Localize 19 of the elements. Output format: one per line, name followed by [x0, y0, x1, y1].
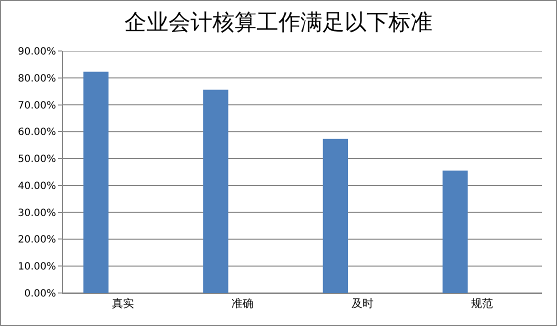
- y-tick-label: 60.00%: [18, 127, 56, 138]
- y-tick-label: 0.00%: [24, 288, 56, 300]
- y-tick-label: 20.00%: [18, 234, 56, 246]
- x-tick-label: 规范: [471, 297, 494, 310]
- y-tick-label: 40.00%: [18, 180, 56, 192]
- x-tick-label: 及时: [351, 297, 374, 310]
- x-tick-label: 准确: [232, 297, 254, 310]
- bar: [203, 90, 228, 293]
- y-tick-label: 70.00%: [18, 100, 56, 112]
- bar: [83, 72, 109, 293]
- y-tick-label: 30.00%: [18, 208, 56, 219]
- y-tick-label: 90.00%: [18, 46, 56, 58]
- x-tick-label: 真实: [112, 297, 134, 310]
- y-tick-label: 80.00%: [18, 73, 56, 84]
- y-tick-label: 50.00%: [18, 154, 56, 166]
- bar: [442, 170, 468, 293]
- y-tick-label: 10.00%: [18, 262, 56, 273]
- bar: [322, 138, 348, 293]
- chart-title: 企业会计核算工作满足以下标准: [124, 10, 432, 36]
